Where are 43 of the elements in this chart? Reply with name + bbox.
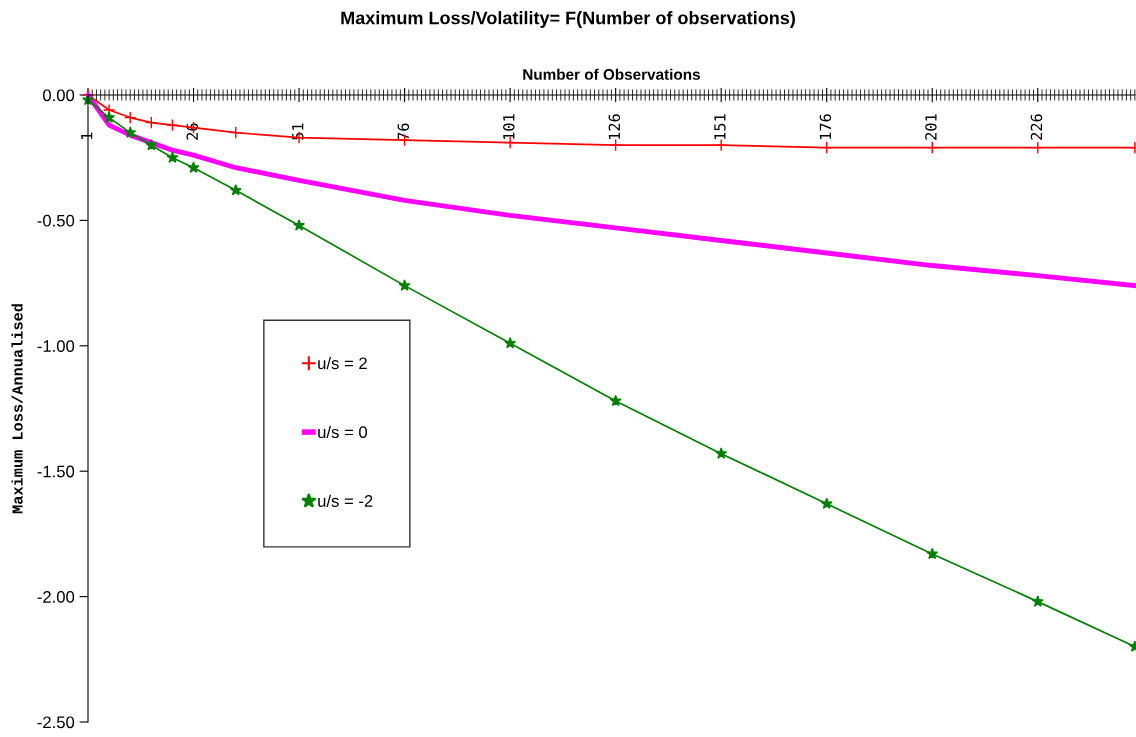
y-tick-label: -1.50: [37, 465, 75, 478]
point: [609, 394, 622, 407]
point: [145, 116, 158, 129]
point: [124, 126, 137, 138]
point: [187, 161, 200, 173]
point: [123, 111, 137, 124]
y-axis-title: Maximum Loss/Annualised: [11, 304, 23, 514]
point: [820, 497, 833, 509]
y-tick-label: 0.00: [43, 89, 75, 102]
x-tick-label: 201: [925, 114, 937, 140]
point: [820, 141, 833, 154]
point: [1031, 141, 1045, 154]
point: [925, 141, 939, 154]
point: [398, 279, 411, 291]
point: [926, 547, 939, 560]
point: [103, 111, 116, 123]
point: [1031, 595, 1044, 607]
chart-title: Maximum Loss/Volatility= F(Number of observations): [341, 11, 795, 28]
point: [166, 151, 179, 163]
legend-label: u/s = -2: [318, 494, 373, 507]
point: [229, 184, 242, 196]
y-tick-label: -0.50: [37, 214, 75, 227]
x-axis-title: Number of Observations: [523, 68, 700, 80]
y-tick-label: -2.00: [37, 591, 75, 603]
x-tick-label: 151: [714, 114, 726, 139]
x-tick-label: 176: [819, 114, 832, 139]
legend-label: u/s = 0: [318, 425, 368, 439]
point: [166, 118, 179, 132]
x-tick-label: 126: [608, 114, 621, 139]
x-tick-label: 76: [397, 123, 410, 140]
point: [609, 138, 622, 152]
x-tick-label: 1: [81, 132, 93, 139]
x-tick-label: 101: [503, 114, 515, 139]
x-tick-label: 226: [1030, 114, 1043, 140]
y-tick-label: -2.50: [37, 716, 75, 729]
point: [229, 126, 242, 139]
point: [293, 219, 306, 231]
point: [504, 337, 517, 349]
legend-label: u/s = 2: [318, 356, 367, 370]
point: [145, 138, 158, 151]
point: [715, 447, 728, 459]
y-tick-label: -1.00: [37, 340, 75, 352]
point: [714, 138, 728, 152]
